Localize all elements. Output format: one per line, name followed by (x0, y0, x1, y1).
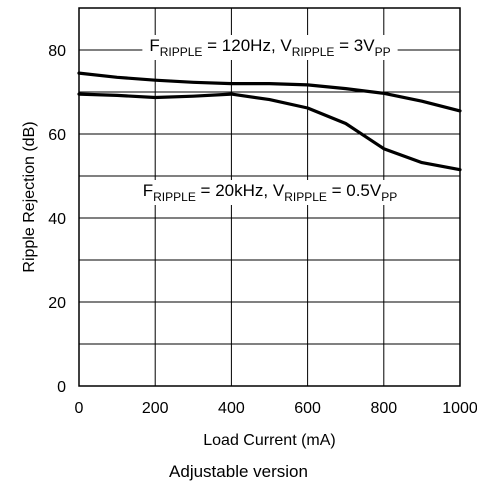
annotation-subscript: RIPPLE (160, 45, 203, 59)
x-tick-label: 200 (142, 400, 169, 417)
annotation-subscript: RIPPLE (153, 190, 196, 204)
x-tick-label: 400 (218, 400, 245, 417)
annotation-text: FRIPPLE = 20kHz, VRIPPLE = 0.5VPP (143, 181, 398, 204)
annotation-run: = 20kHz, V (196, 181, 285, 200)
annotation-run: = 3V (334, 36, 375, 55)
series-line-2 (77, 92, 462, 172)
y-tick-label: 40 (48, 211, 66, 228)
y-tick-label: 0 (57, 379, 66, 396)
x-tick-label: 800 (370, 400, 397, 417)
y-axis-label: Ripple Rejection (dB) (21, 121, 38, 272)
annotation-background (142, 35, 398, 60)
y-tick-label: 20 (48, 295, 66, 312)
annotation-text: FRIPPLE = 120Hz, VRIPPLE = 3VPP (149, 36, 390, 59)
annotation-subscript: PP (381, 190, 397, 204)
annotation-subscript: PP (375, 45, 391, 59)
annotation-run: = 0.5V (327, 181, 382, 200)
annotation-subscript: RIPPLE (292, 45, 335, 59)
chart-caption: Adjustable version (169, 462, 308, 481)
plot-frame (78, 7, 461, 387)
annotation-background (135, 180, 405, 205)
annotation-run: = 120Hz, V (202, 36, 292, 55)
data-series (77, 71, 462, 172)
annotation-1: FRIPPLE = 120Hz, VRIPPLE = 3VPP (142, 35, 398, 60)
x-tick-label: 600 (294, 400, 321, 417)
x-tick-label: 1000 (442, 400, 477, 417)
annotation-subscript: RIPPLE (284, 190, 327, 204)
series-line-1 (77, 71, 462, 113)
x-tick-label: 0 (75, 400, 84, 417)
x-axis-label: Load Current (mA) (203, 432, 336, 449)
annotation-2: FRIPPLE = 20kHz, VRIPPLE = 0.5VPP (135, 180, 405, 205)
annotation-run: F (149, 36, 159, 55)
annotation-run: F (143, 181, 153, 200)
y-tick-label: 80 (48, 43, 66, 60)
y-tick-label: 60 (48, 127, 66, 144)
